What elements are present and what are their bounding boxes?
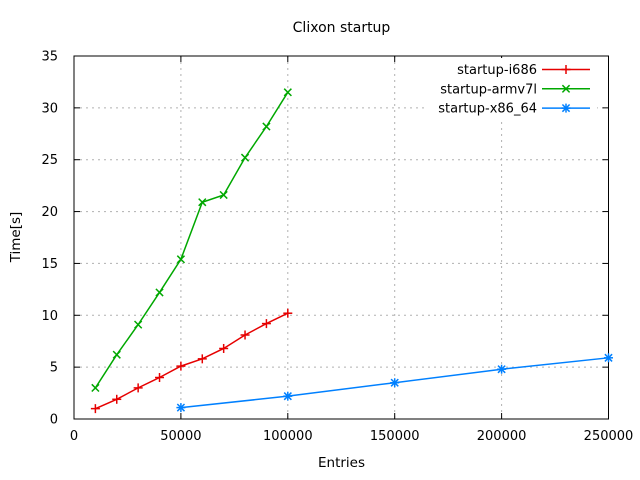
data-point-startup-armv7l bbox=[262, 122, 271, 131]
x-tick-label: 0 bbox=[70, 429, 78, 444]
data-point-startup-armv7l bbox=[155, 288, 164, 297]
y-tick-label: 5 bbox=[50, 361, 58, 376]
data-point-startup-armv7l bbox=[134, 320, 143, 329]
data-point-startup-armv7l bbox=[198, 198, 207, 207]
y-tick-label: 25 bbox=[41, 153, 58, 168]
legend-label-startup-armv7l: startup-armv7l bbox=[440, 82, 537, 97]
y-tick-label: 35 bbox=[41, 50, 58, 65]
plot-border bbox=[73, 55, 609, 420]
data-point-startup-armv7l bbox=[219, 190, 228, 200]
y-tick-label: 30 bbox=[41, 101, 58, 116]
data-point-startup-x86_64 bbox=[176, 403, 186, 412]
data-point-startup-x86_64 bbox=[604, 353, 613, 362]
legend-label-startup-x86_64: startup-x86_64 bbox=[438, 102, 537, 117]
x-tick-label: 100000 bbox=[263, 429, 313, 444]
series-line-startup-i686 bbox=[95, 312, 289, 410]
data-point-startup-armv7l bbox=[240, 153, 250, 162]
data-point-startup-armv7l bbox=[112, 350, 121, 359]
series-line-startup-armv7l bbox=[94, 91, 289, 389]
x-tick-label: 200000 bbox=[477, 429, 527, 444]
chart-title: Clixon startup bbox=[292, 20, 391, 36]
x-tick-label: 250000 bbox=[584, 429, 634, 444]
y-tick-label: 0 bbox=[50, 413, 58, 428]
y-tick-label: 10 bbox=[41, 309, 58, 324]
x-axis-label: Entries bbox=[317, 455, 366, 471]
legend-label-startup-i686: startup-i686 bbox=[457, 63, 537, 78]
y-tick-label: 15 bbox=[41, 257, 58, 272]
data-point-startup-armv7l bbox=[283, 88, 292, 97]
data-point-startup-x86_64 bbox=[283, 392, 292, 401]
data-point-startup-armv7l bbox=[91, 383, 100, 393]
data-point-startup-armv7l bbox=[176, 255, 186, 264]
legend-sample-marker-startup-armv7l bbox=[561, 84, 571, 93]
legend-sample-marker-startup-x86_64 bbox=[561, 103, 571, 113]
y-axis-label: Time[s] bbox=[8, 211, 24, 263]
x-tick-label: 150000 bbox=[370, 429, 420, 444]
data-point-startup-x86_64 bbox=[390, 378, 399, 387]
data-point-startup-x86_64 bbox=[497, 365, 506, 374]
x-tick-label: 50000 bbox=[160, 429, 201, 444]
y-tick-label: 20 bbox=[41, 205, 58, 220]
